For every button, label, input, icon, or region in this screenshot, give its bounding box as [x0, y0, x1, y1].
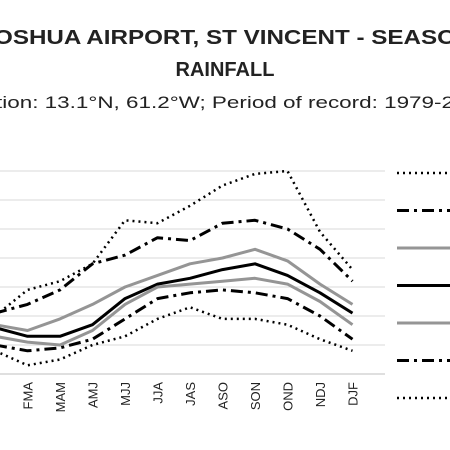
series-line	[0, 169, 354, 314]
x-tick-label: MAM	[53, 382, 68, 412]
chart-subtitle: tion: 13.1°N, 61.2°W; Period of record: …	[0, 93, 450, 112]
chart-title: OSHUA AIRPORT, ST VINCENT - SEASO	[0, 27, 450, 49]
x-tick-label: NDJ	[313, 382, 328, 407]
chart-title: RAINFALL	[176, 59, 275, 81]
x-tick-label: SON	[248, 382, 263, 410]
x-tick-label: JFM	[0, 382, 3, 407]
series-line	[0, 288, 354, 353]
series-line	[0, 218, 354, 314]
x-tick-label: ASO	[216, 382, 231, 409]
series-line	[0, 247, 354, 332]
x-tick-label: MJJ	[118, 382, 133, 406]
series-line	[0, 262, 354, 338]
x-tick-label: JAS	[183, 382, 198, 406]
x-tick-label: DJF	[346, 382, 361, 406]
x-tick-label: JJA	[151, 382, 166, 404]
x-tick-label: OND	[281, 382, 296, 411]
x-tick-label: AMJ	[86, 382, 101, 408]
x-tick-label: FMA	[21, 382, 36, 410]
series-line	[0, 276, 354, 347]
